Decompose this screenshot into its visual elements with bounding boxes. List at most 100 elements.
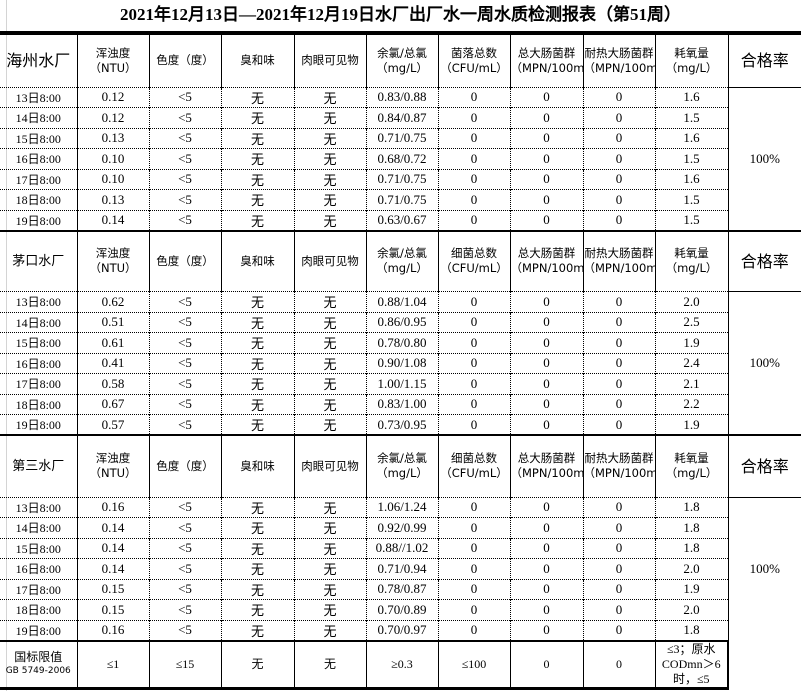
data-cell: 0 <box>437 599 510 620</box>
data-cell: 0.51 <box>76 311 149 333</box>
data-cell: <5 <box>148 168 221 190</box>
column-header: 臭和味 <box>220 434 294 497</box>
data-cell: 无 <box>220 496 294 518</box>
column-header: 耗氧量（mg/L） <box>654 33 728 87</box>
data-cell: <5 <box>148 352 221 374</box>
empty-cell <box>727 640 801 689</box>
column-header: 菌落总数（CFU/mL） <box>437 33 510 87</box>
data-cell: 0.70/0.89 <box>365 599 438 620</box>
data-cell: 无 <box>220 127 294 149</box>
data-cell: 1.5 <box>654 107 728 128</box>
data-cell: 无 <box>293 291 366 312</box>
data-cell: 无 <box>220 148 294 169</box>
table-row: 17日8:00 0.10 <5 无无 0.71/0.75 0 0 0 1.6 <box>0 168 801 190</box>
column-header: 合格率 <box>727 434 801 497</box>
data-cell: 0 <box>582 496 655 518</box>
standard-value: ≤3；原水CODmn＞6时，≤5 <box>654 639 728 690</box>
standard-value: 0 <box>582 639 655 690</box>
data-cell: 0.70/0.97 <box>365 619 438 641</box>
data-cell: 1.5 <box>654 148 728 169</box>
data-cell: 0.88/1.04 <box>365 291 438 312</box>
standard-value: ≤1 <box>76 639 149 690</box>
data-cell: 0.62 <box>76 291 149 312</box>
data-cell: 1.8 <box>654 496 728 518</box>
data-cell: 0 <box>582 168 655 190</box>
data-cell: 2.4 <box>654 352 728 374</box>
column-header: 合格率 <box>727 33 801 87</box>
data-cell: 1.6 <box>654 127 728 149</box>
data-cell: 无 <box>293 373 366 394</box>
data-cell: 无 <box>293 558 366 579</box>
data-cell: 0 <box>509 558 583 579</box>
row-time: 14日8:00 <box>0 311 77 333</box>
data-cell: 0 <box>582 311 655 333</box>
data-cell: 0.71/0.75 <box>365 168 438 190</box>
data-cell: <5 <box>148 86 221 108</box>
column-header: 肉眼可见物 <box>293 229 366 292</box>
data-cell: <5 <box>148 619 221 641</box>
column-header: 总大肠菌群（MPN/100mL） <box>509 434 583 497</box>
column-header: 色度（度） <box>148 33 221 87</box>
data-cell: <5 <box>148 558 221 579</box>
data-cell: 1.8 <box>654 537 728 559</box>
data-cell: 无 <box>220 599 294 620</box>
table-row: 14日8:00 0.14 <5 无无 0.92/0.99 0 0 0 1.8 <box>0 517 801 538</box>
data-cell: 无 <box>220 311 294 333</box>
data-cell: <5 <box>148 311 221 333</box>
data-cell: 0 <box>437 496 510 518</box>
data-cell: 0 <box>582 209 655 231</box>
table-row: 13日8:00 0.16 <5 无无 1.06/1.24 0 0 0 1.8 100% <box>0 496 801 641</box>
data-cell: 0 <box>582 517 655 538</box>
data-cell: 1.9 <box>654 414 728 435</box>
data-cell: 0 <box>437 86 510 108</box>
data-cell: 0 <box>582 578 655 600</box>
data-cell: 0 <box>582 599 655 620</box>
data-cell: 0 <box>582 537 655 559</box>
column-header: 耐热大肠菌群（MPN/100mL） <box>582 229 655 292</box>
plant-header-row: 第三水厂 浑浊度（NTU） 色度（度） 臭和味 肉眼可见物 余氯/总氯（mg/L） 细菌总数… <box>0 434 801 497</box>
row-time: 13日8:00 <box>0 291 77 312</box>
data-cell: 0 <box>509 127 583 149</box>
data-cell: 0.68/0.72 <box>365 148 438 169</box>
plant-name: 海州水厂 <box>0 33 77 87</box>
data-cell: 0.41 <box>76 352 149 374</box>
data-cell: 0 <box>582 373 655 394</box>
data-cell: 无 <box>220 578 294 600</box>
data-cell: 1.6 <box>654 86 728 108</box>
data-cell: 0.90/1.08 <box>365 352 438 374</box>
table-row: 16日8:00 0.10 <5 无无 0.68/0.72 0 0 0 1.5 <box>0 148 801 169</box>
data-cell: 0 <box>509 86 583 108</box>
data-cell: 无 <box>220 291 294 312</box>
data-cell: 0 <box>509 373 583 394</box>
column-header: 余氯/总氯（mg/L） <box>365 434 438 497</box>
column-header: 浑浊度（NTU） <box>76 33 149 87</box>
data-cell: 0 <box>437 127 510 149</box>
data-cell: 1.6 <box>654 168 728 190</box>
data-cell: 0.12 <box>76 86 149 108</box>
data-cell: 0 <box>509 393 583 415</box>
data-cell: 0 <box>437 352 510 374</box>
standard-value: 0 <box>509 639 583 690</box>
water-quality-table: 海州水厂 浑浊度（NTU） 色度（度） 臭和味 肉眼可见物余氯/总氯（mg/L） 菌落总数… <box>0 33 801 690</box>
data-cell: <5 <box>148 393 221 415</box>
standard-row: 国标限值 GB 5749-2006 ≤1 ≤15 无无 ≥0.3 ≤100 0 0 ≤3；原水CO… <box>0 639 801 690</box>
plant-header-row: 茅口水厂 浑浊度（NTU） 色度（度） 臭和味 肉眼可见物 余氯/总氯（mg/L） 细菌总数… <box>0 229 801 292</box>
data-cell: 0.67 <box>76 393 149 415</box>
data-cell: 1.5 <box>654 189 728 210</box>
table-row: 15日8:00 0.13 <5 无无 0.71/0.75 0 0 0 1.6 <box>0 127 801 149</box>
data-cell: 0.92/0.99 <box>365 517 438 538</box>
data-cell: 2.2 <box>654 393 728 415</box>
plant-name: 茅口水厂 <box>0 229 77 292</box>
data-cell: 2.5 <box>654 311 728 333</box>
data-cell: 0 <box>437 168 510 190</box>
data-cell: 无 <box>293 332 366 353</box>
data-cell: 0.12 <box>76 107 149 128</box>
data-cell: 0 <box>437 578 510 600</box>
data-cell: 无 <box>293 127 366 149</box>
row-time: 15日8:00 <box>0 127 77 149</box>
row-time: 17日8:00 <box>0 578 77 600</box>
plant-header-row: 海州水厂 浑浊度（NTU） 色度（度） 臭和味 肉眼可见物 余氯/总氯（mg/L） 菌落总数… <box>0 33 801 87</box>
table-row: 14日8:00 0.51 <5 无无 0.86/0.95 0 0 0 2.5 <box>0 311 801 333</box>
data-cell: 2.0 <box>654 599 728 620</box>
data-cell: 0 <box>582 127 655 149</box>
